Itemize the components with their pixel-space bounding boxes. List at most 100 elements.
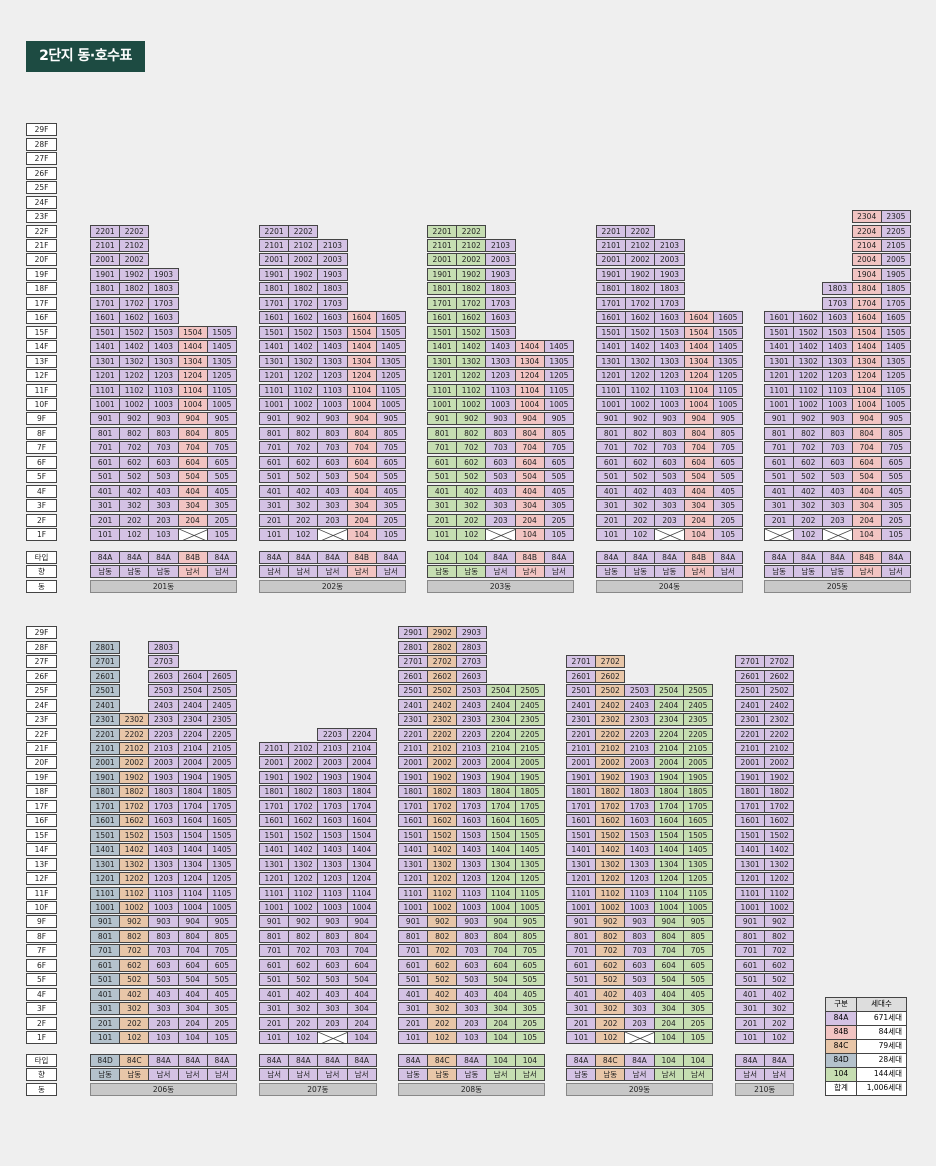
unit-cell: 2201 bbox=[90, 224, 121, 238]
unit-cell: 1205 bbox=[514, 872, 545, 886]
unit-cell: 303 bbox=[822, 499, 853, 513]
unit-cell: 1603 bbox=[148, 814, 179, 828]
unit-cell: 804 bbox=[177, 929, 208, 943]
unit-cell: 2701 bbox=[398, 655, 429, 669]
unit-cell: 2201 bbox=[398, 727, 429, 741]
unit-cell: 1404 bbox=[177, 340, 208, 354]
unit-cell: 1505 bbox=[880, 325, 911, 339]
floor-label: 27F bbox=[26, 152, 57, 166]
unit-cell: 1901 bbox=[259, 770, 290, 784]
unit-cell: 1801 bbox=[566, 785, 597, 799]
floor-label: 11F bbox=[26, 886, 57, 900]
building-name: 209동 bbox=[566, 1082, 713, 1096]
unit-cell: 1403 bbox=[624, 843, 655, 857]
unit-cell: 401 bbox=[764, 484, 795, 498]
unit-cell: 2004 bbox=[177, 756, 208, 770]
unit-cell: 1501 bbox=[764, 325, 795, 339]
unit-cell: 605 bbox=[375, 455, 406, 469]
unit-cell: 1403 bbox=[317, 843, 348, 857]
unit-type-cell: 84C bbox=[119, 1054, 150, 1067]
unit-cell: 1402 bbox=[119, 843, 150, 857]
unit-cell: 301 bbox=[735, 1002, 766, 1016]
unit-cell: 302 bbox=[288, 1002, 319, 1016]
unit-cell: 802 bbox=[456, 426, 487, 440]
unit-cell: 2102 bbox=[456, 239, 487, 252]
unit-cell: 2103 bbox=[317, 742, 348, 755]
unit-direction-cell: 남동 bbox=[566, 1068, 597, 1082]
unit-cell: 1301 bbox=[596, 354, 627, 368]
unit-cell: 1305 bbox=[206, 857, 237, 871]
unit-cell: 1405 bbox=[206, 340, 237, 354]
unit-cell: 1302 bbox=[625, 354, 656, 368]
unit-cell: 804 bbox=[485, 929, 516, 943]
unit-type-cell: 84A bbox=[456, 1054, 487, 1067]
unit-cell: 1902 bbox=[764, 770, 795, 784]
unit-cell: 1402 bbox=[793, 340, 824, 354]
unit-cell: 1601 bbox=[259, 814, 290, 828]
unit-cell: 902 bbox=[288, 915, 319, 929]
unit-cell: 1402 bbox=[595, 843, 626, 857]
unit-cell: 1903 bbox=[624, 770, 655, 784]
unit-cell: 202 bbox=[625, 513, 656, 527]
unit-direction-cell: 남서 bbox=[880, 565, 911, 579]
unit-cell: 2305 bbox=[206, 713, 237, 727]
unit-cell: 1304 bbox=[346, 354, 377, 368]
unit-cell: 1003 bbox=[148, 900, 179, 914]
unit-cell: 2401 bbox=[566, 698, 597, 712]
unit-cell: 704 bbox=[851, 441, 882, 455]
unit-cell: 2201 bbox=[259, 224, 290, 238]
unit-cell: 202 bbox=[288, 1016, 319, 1030]
unit-direction-cell: 남동 bbox=[793, 565, 824, 579]
unit-cell: 105 bbox=[206, 1031, 237, 1044]
unit-cell: 1501 bbox=[398, 828, 429, 842]
unit-cell: 2104 bbox=[851, 239, 882, 252]
unit-cell: 502 bbox=[793, 470, 824, 484]
unit-cell: 2105 bbox=[880, 239, 911, 252]
unit-cell: 2401 bbox=[735, 698, 766, 712]
unit-cell: 801 bbox=[427, 426, 458, 440]
unit-cell: 1603 bbox=[822, 311, 853, 325]
unit-cell: 2104 bbox=[653, 742, 684, 755]
unit-cell: 704 bbox=[346, 441, 377, 455]
unit-cell: 1801 bbox=[90, 785, 121, 799]
unit-cell: 903 bbox=[317, 412, 348, 426]
unit-cell: 801 bbox=[596, 426, 627, 440]
unit-cell: 1301 bbox=[90, 857, 121, 871]
unit-cell-empty bbox=[317, 1031, 348, 1044]
unit-cell: 2003 bbox=[624, 756, 655, 770]
unit-cell: 1805 bbox=[880, 282, 911, 296]
unit-cell: 501 bbox=[566, 973, 597, 987]
unit-cell: 1004 bbox=[683, 397, 714, 411]
unit-cell: 802 bbox=[625, 426, 656, 440]
unit-cell: 1903 bbox=[317, 267, 348, 281]
unit-cell: 1003 bbox=[654, 397, 685, 411]
unit-cell: 303 bbox=[654, 499, 685, 513]
unit-cell: 2404 bbox=[485, 698, 516, 712]
unit-cell: 1901 bbox=[90, 267, 121, 281]
unit-cell: 703 bbox=[317, 441, 348, 455]
unit-cell: 2801 bbox=[90, 640, 121, 654]
unit-cell: 1304 bbox=[485, 857, 516, 871]
unit-cell: 1102 bbox=[119, 886, 150, 900]
unit-cell: 1103 bbox=[148, 886, 179, 900]
unit-cell: 1303 bbox=[485, 354, 516, 368]
unit-cell: 1003 bbox=[456, 900, 487, 914]
unit-cell: 204 bbox=[177, 1016, 208, 1030]
unit-cell: 1203 bbox=[317, 872, 348, 886]
floor-label: 26F bbox=[26, 166, 57, 180]
unit-cell: 1201 bbox=[427, 369, 458, 383]
unit-cell: 2801 bbox=[398, 640, 429, 654]
unit-cell: 1802 bbox=[119, 282, 150, 296]
unit-cell: 702 bbox=[595, 944, 626, 958]
unit-cell: 1405 bbox=[543, 340, 574, 354]
unit-cell: 1705 bbox=[514, 799, 545, 813]
unit-cell: 505 bbox=[206, 973, 237, 987]
unit-cell: 601 bbox=[398, 958, 429, 972]
unit-cell: 1205 bbox=[206, 369, 237, 383]
unit-cell: 901 bbox=[259, 412, 290, 426]
unit-cell: 203 bbox=[485, 513, 516, 527]
building-name: 203동 bbox=[427, 579, 574, 593]
unit-cell: 2402 bbox=[595, 698, 626, 712]
unit-cell: 902 bbox=[119, 412, 150, 426]
unit-cell: 1104 bbox=[346, 383, 377, 397]
